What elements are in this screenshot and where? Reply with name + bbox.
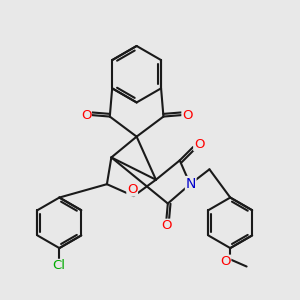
- Text: O: O: [127, 183, 137, 196]
- Text: N: N: [185, 177, 196, 190]
- Text: O: O: [220, 255, 231, 268]
- Text: Cl: Cl: [52, 260, 65, 272]
- Text: O: O: [161, 219, 172, 232]
- Text: O: O: [81, 109, 91, 122]
- Text: O: O: [182, 109, 193, 122]
- Text: O: O: [194, 138, 204, 151]
